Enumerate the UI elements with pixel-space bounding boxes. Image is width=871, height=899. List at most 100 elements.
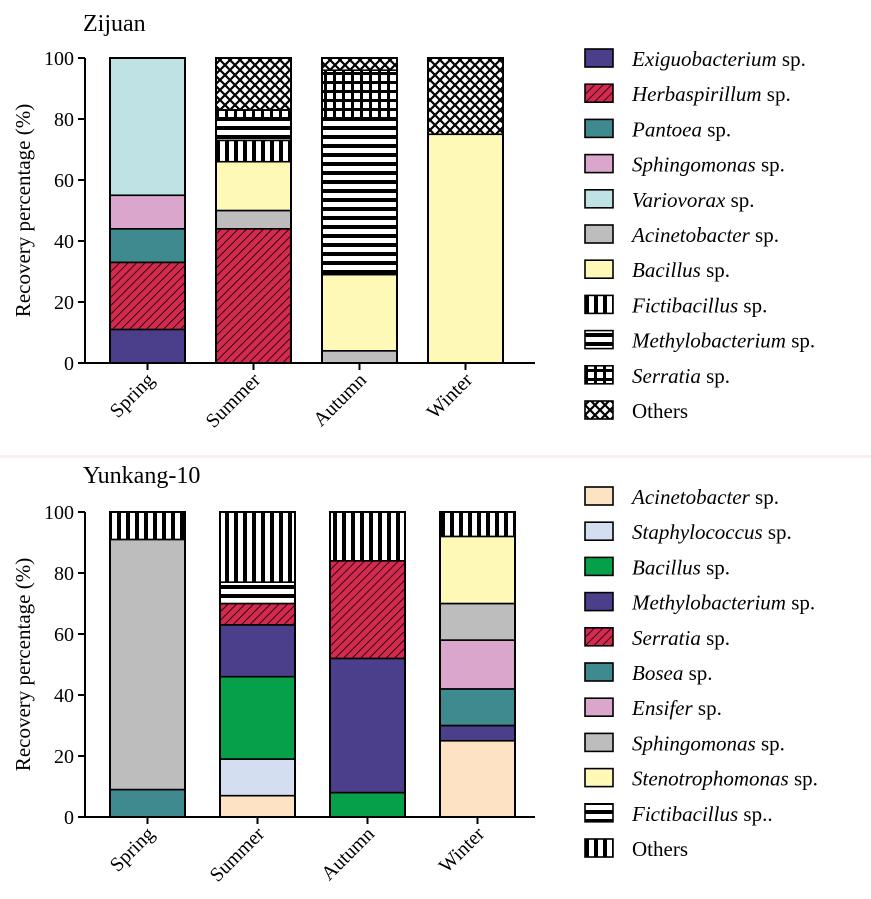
- legend-label: Methylobacterium sp.: [631, 329, 815, 353]
- legend-label: Sphingomonas sp.: [632, 153, 785, 177]
- legend-swatch: [584, 118, 614, 139]
- legend-swatch: [584, 838, 614, 858]
- legend-label: Staphylococcus sp.: [632, 520, 792, 544]
- bar-segment-serratia-autumn: [329, 559, 406, 660]
- y-tick-label: 0: [64, 807, 74, 829]
- legend-label: Variovorax sp.: [632, 188, 755, 212]
- bar-segment-others-winter: [439, 511, 516, 538]
- bar-segment-ensifer-winter: [439, 639, 516, 690]
- bar-segment-bacillus-winter: [427, 133, 504, 364]
- x-tick-label: Winter: [435, 823, 489, 877]
- bar-segment-methylobacterium-winter: [439, 724, 516, 742]
- y-tick-label: 100: [44, 502, 74, 524]
- bar-segment-others-summer: [219, 511, 296, 583]
- x-tick-label: Spring: [106, 369, 159, 422]
- bar-segment-bosea-winter: [439, 688, 516, 727]
- bar-segment-serratia-summer: [219, 602, 296, 626]
- bar-segment-acinetobacter-summer: [219, 794, 296, 818]
- bar-segment-others-spring: [109, 511, 186, 541]
- bar-segment-acinetobacter-summer: [215, 209, 292, 230]
- x-tick-label: Winter: [423, 369, 477, 423]
- y-tick-label: 20: [54, 746, 74, 768]
- legend-label: Stenotrophomonas sp.: [632, 767, 818, 791]
- legend-swatch: [584, 767, 614, 788]
- y-tick-label: 20: [54, 292, 74, 314]
- legend-swatch: [584, 48, 614, 68]
- legend-swatch: [584, 259, 614, 280]
- bar-segment-others-autumn: [329, 511, 406, 562]
- legend-swatch: [584, 400, 614, 420]
- legend-label: Pantoea sp.: [631, 117, 731, 141]
- x-tick-label: Summer: [202, 369, 266, 433]
- bar-segment-herbaspirillum-spring: [109, 261, 186, 331]
- legend-swatch: [584, 364, 614, 385]
- bar-segment-methylobacterium-summer: [219, 624, 296, 678]
- bar-segment-bacillus-summer: [219, 675, 296, 760]
- legend-swatch: [584, 189, 614, 209]
- legend-swatch: [584, 626, 614, 647]
- bar-segment-staphylococcus-summer: [219, 758, 296, 797]
- bar-segment-bacillus-autumn: [329, 791, 406, 818]
- legend-label: Fictibacillus sp.: [631, 293, 767, 317]
- y-tick-label: 60: [54, 624, 74, 646]
- bar-segment-variovorax-spring: [109, 57, 186, 197]
- legend-label: Herbaspirillum sp.: [631, 82, 791, 106]
- legend-swatch: [584, 556, 614, 577]
- legend-label: Bacillus sp.: [632, 258, 730, 282]
- chart-1-title: Zijuan: [83, 11, 146, 37]
- legend-label: Others: [632, 837, 688, 861]
- x-tick-label: Spring: [106, 823, 159, 876]
- bar-segment-exiguobacterium-spring: [109, 328, 186, 364]
- legend-label: Serratia sp.: [632, 364, 730, 388]
- legend-label: Methylobacterium sp.: [631, 591, 815, 615]
- bar-segment-methylobacterium-autumn: [329, 657, 406, 794]
- legend-swatch: [584, 802, 614, 823]
- bar-segment-fictibacillus-summer: [215, 139, 292, 163]
- legend-swatch: [584, 224, 614, 244]
- bar-segment-sphingomonas-winter: [439, 602, 516, 641]
- legend-label: Fictibacillus sp..: [631, 802, 773, 826]
- bar-segment-serratia-autumn: [321, 69, 398, 120]
- bar-segment-sphingomonas-spring: [109, 194, 186, 230]
- y-tick-label: 80: [54, 563, 74, 585]
- y-axis-label: Recovery percentage (%): [11, 104, 35, 317]
- y-tick-label: 100: [44, 48, 74, 70]
- bar-segment-bacillus-summer: [215, 160, 292, 212]
- legend-label: Sphingomonas sp.: [632, 731, 785, 755]
- bar-segment-methylobacterium-summer: [215, 118, 292, 142]
- legend-label: Others: [632, 399, 688, 423]
- bar-segment-methylobacterium-autumn: [321, 118, 398, 276]
- bar-segment-serratia-summer: [215, 109, 292, 120]
- legend-swatch: [584, 732, 614, 753]
- bar-segment-others-autumn: [321, 57, 398, 71]
- bar-segment-sphingomonas-spring: [109, 538, 186, 791]
- y-tick-label: 40: [54, 231, 74, 253]
- y-tick-label: 80: [54, 109, 74, 131]
- chart-yunkang-10: Recovery percentage (%) 0 20 40 60 80 100 Sprin…: [11, 485, 818, 886]
- legend-label: Bacillus sp.: [632, 555, 730, 579]
- bar-segment-others-summer: [215, 57, 292, 111]
- legend-label: Exiguobacterium sp.: [631, 47, 806, 71]
- bar-segment-acinetobacter-autumn: [321, 349, 398, 364]
- y-tick-label: 60: [54, 170, 74, 192]
- y-axis-label: Recovery percentage (%): [11, 558, 35, 771]
- x-tick-label: Summer: [206, 823, 270, 887]
- bar-segment-acinetobacter-winter: [439, 739, 516, 818]
- legend-swatch: [584, 697, 614, 718]
- y-tick-label: 40: [54, 685, 74, 707]
- chart-2-title: Yunkang-10: [83, 463, 200, 489]
- bar-segment-pantoea-spring: [109, 228, 186, 264]
- bar-segment-herbaspirillum-summer: [215, 228, 292, 364]
- legend-swatch: [584, 662, 614, 682]
- legend-label: Ensifer sp.: [631, 696, 722, 720]
- x-tick-label: Autumn: [309, 369, 371, 431]
- legend-swatch: [584, 294, 614, 315]
- chart-zijuan: Recovery percentage (%) 0 20 40 60 80 100 Sprin…: [11, 47, 815, 432]
- legend-swatch: [584, 329, 614, 350]
- panel-separator: [0, 455, 871, 458]
- legend-label: Acinetobacter sp.: [630, 485, 779, 509]
- bar-segment-fictibacillus-summer: [219, 581, 296, 605]
- legend-label: Serratia sp.: [632, 626, 730, 650]
- legend-swatch: [584, 591, 614, 612]
